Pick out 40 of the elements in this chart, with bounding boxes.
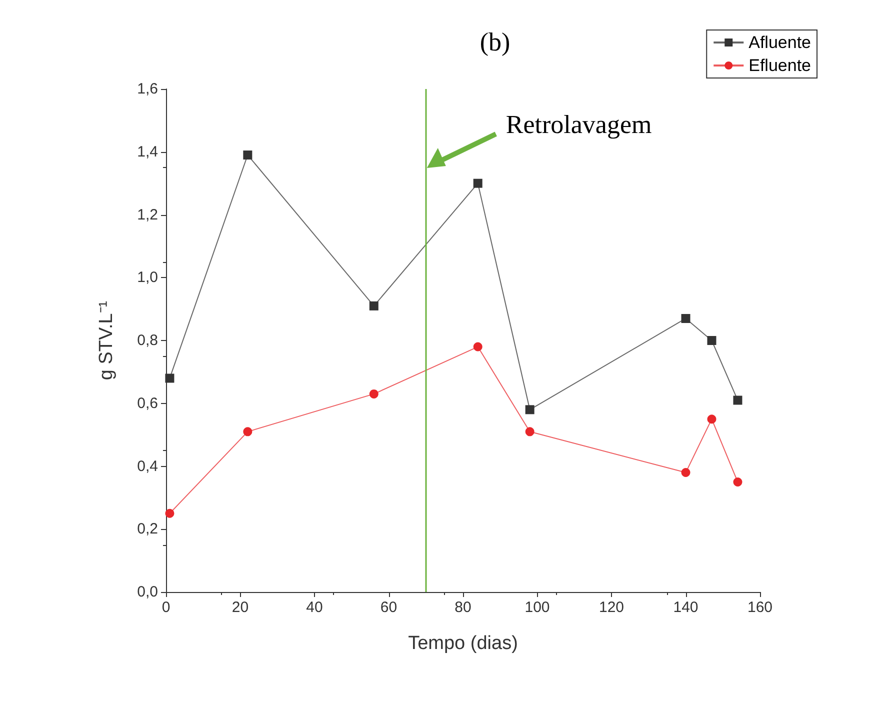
- y-tick-label: 1,6: [137, 80, 158, 98]
- x-tick-label: 60: [380, 599, 398, 616]
- point: [243, 150, 252, 160]
- y-tick-label: 0,4: [137, 458, 158, 475]
- point: [369, 301, 378, 310]
- point: [525, 405, 534, 414]
- y-tick-label: 0,6: [137, 394, 158, 412]
- x-axis-title: Tempo (dias): [408, 633, 518, 654]
- point: [733, 477, 742, 486]
- y-tick-label: 0,0: [137, 584, 158, 600]
- x-tick-label: 140: [673, 599, 698, 616]
- x-tick-label: 100: [524, 599, 550, 616]
- point: [733, 396, 742, 405]
- y-tick-label: 0,8: [137, 332, 158, 349]
- ref-line-label: Retrolavagem: [506, 110, 652, 139]
- point: [681, 314, 690, 323]
- point: [473, 178, 482, 188]
- point: [473, 342, 482, 352]
- point: [525, 427, 534, 436]
- point: [369, 389, 378, 398]
- y-axis-title: g STV.L⁻¹: [96, 300, 117, 380]
- x-tick-label: 120: [598, 599, 624, 616]
- y-tick-label: 1,2: [137, 206, 158, 224]
- y-tick-label: 0,2: [137, 520, 158, 538]
- x-tick-label: 40: [306, 599, 323, 616]
- legend-label: Efluente: [748, 56, 812, 75]
- x-tick-label: 160: [747, 599, 773, 616]
- y-tick-label: 1,0: [137, 269, 158, 286]
- point: [707, 414, 716, 424]
- point: [681, 468, 690, 478]
- chart-title: (b): [480, 28, 510, 56]
- point: [165, 374, 174, 383]
- x-tick-label: 20: [232, 599, 249, 616]
- point: [165, 508, 174, 518]
- legend-label: Afluente: [748, 33, 812, 52]
- point: [707, 336, 716, 345]
- point: [243, 427, 252, 436]
- x-tick-label: 80: [454, 599, 472, 616]
- x-tick-label: 0: [162, 599, 170, 616]
- y-tick-label: 1,4: [137, 143, 158, 160]
